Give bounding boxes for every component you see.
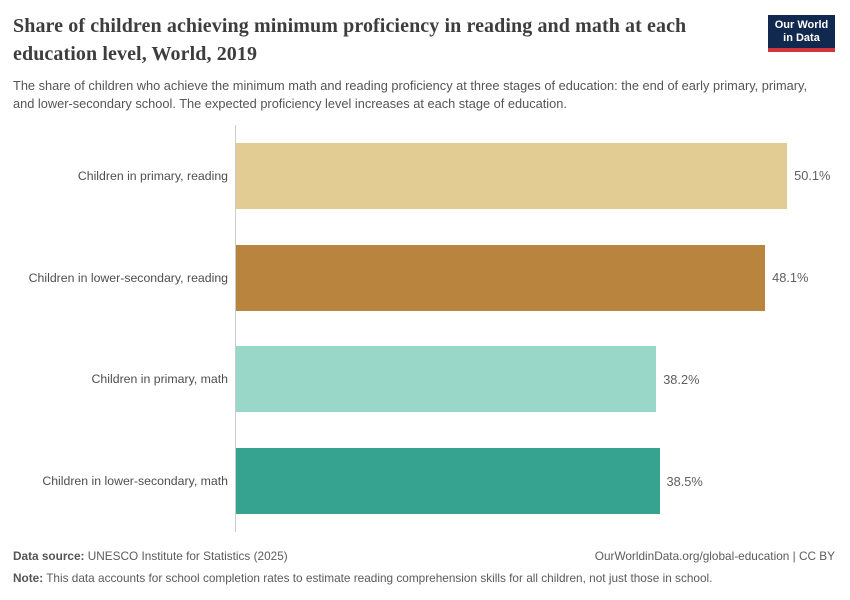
bar-track: 48.1%: [235, 226, 850, 329]
bar-chart: Children in primary, reading 50.1% Child…: [0, 125, 850, 532]
bar-track: 38.2%: [235, 328, 850, 431]
owid-logo-line1: Our World: [774, 19, 829, 31]
bar-row-primary-math: Children in primary, math 38.2%: [0, 328, 850, 431]
bar-lower-secondary-math[interactable]: [236, 448, 660, 515]
chart-footer: Data source: UNESCO Institute for Statis…: [13, 548, 835, 586]
owid-logo-line2: in Data: [783, 31, 820, 44]
bar-value-label: 38.5%: [666, 473, 703, 489]
bar-lower-secondary-reading[interactable]: [236, 244, 766, 311]
bar-primary-reading[interactable]: [236, 142, 788, 209]
owid-credit-link[interactable]: OurWorldinData.org/global-education | CC…: [594, 549, 835, 563]
bar-track: 38.5%: [235, 430, 850, 532]
bar-track: 50.1%: [235, 125, 850, 227]
data-source-label: Data source:: [13, 549, 85, 563]
bar-value-label: 50.1%: [794, 168, 831, 184]
bar-label: Children in lower-secondary, reading: [28, 270, 228, 285]
bar-label: Children in primary, reading: [77, 168, 228, 183]
chart-header: Share of children achieving minimum prof…: [13, 12, 837, 113]
footer-source-row: Data source: UNESCO Institute for Statis…: [13, 548, 835, 564]
chart-subtitle: The share of children who achieve the mi…: [13, 78, 808, 111]
bar-label: Children in lower-secondary, math: [42, 474, 228, 489]
bar-primary-math[interactable]: [236, 346, 657, 413]
bar-row-lower-secondary-reading: Children in lower-secondary, reading 48.…: [0, 226, 850, 329]
bar-chart-rows: Children in primary, reading 50.1% Child…: [0, 125, 850, 532]
bar-row-primary-reading: Children in primary, reading 50.1%: [0, 125, 850, 227]
bar-label: Children in primary, math: [91, 372, 228, 387]
bar-row-lower-secondary-math: Children in lower-secondary, math 38.5%: [0, 430, 850, 532]
note-label: Note:: [13, 571, 44, 585]
footer-note-row: Note: This data accounts for school comp…: [13, 570, 835, 586]
page-title: Share of children achieving minimum prof…: [13, 15, 687, 65]
owid-logo[interactable]: Our World in Data: [768, 15, 835, 52]
bar-value-label: 38.2%: [663, 371, 700, 387]
bar-value-label: 48.1%: [772, 270, 809, 286]
data-source-text: UNESCO Institute for Statistics (2025): [84, 549, 288, 563]
note-text: This data accounts for school completion…: [43, 571, 713, 585]
data-source: Data source: UNESCO Institute for Statis…: [13, 548, 288, 564]
